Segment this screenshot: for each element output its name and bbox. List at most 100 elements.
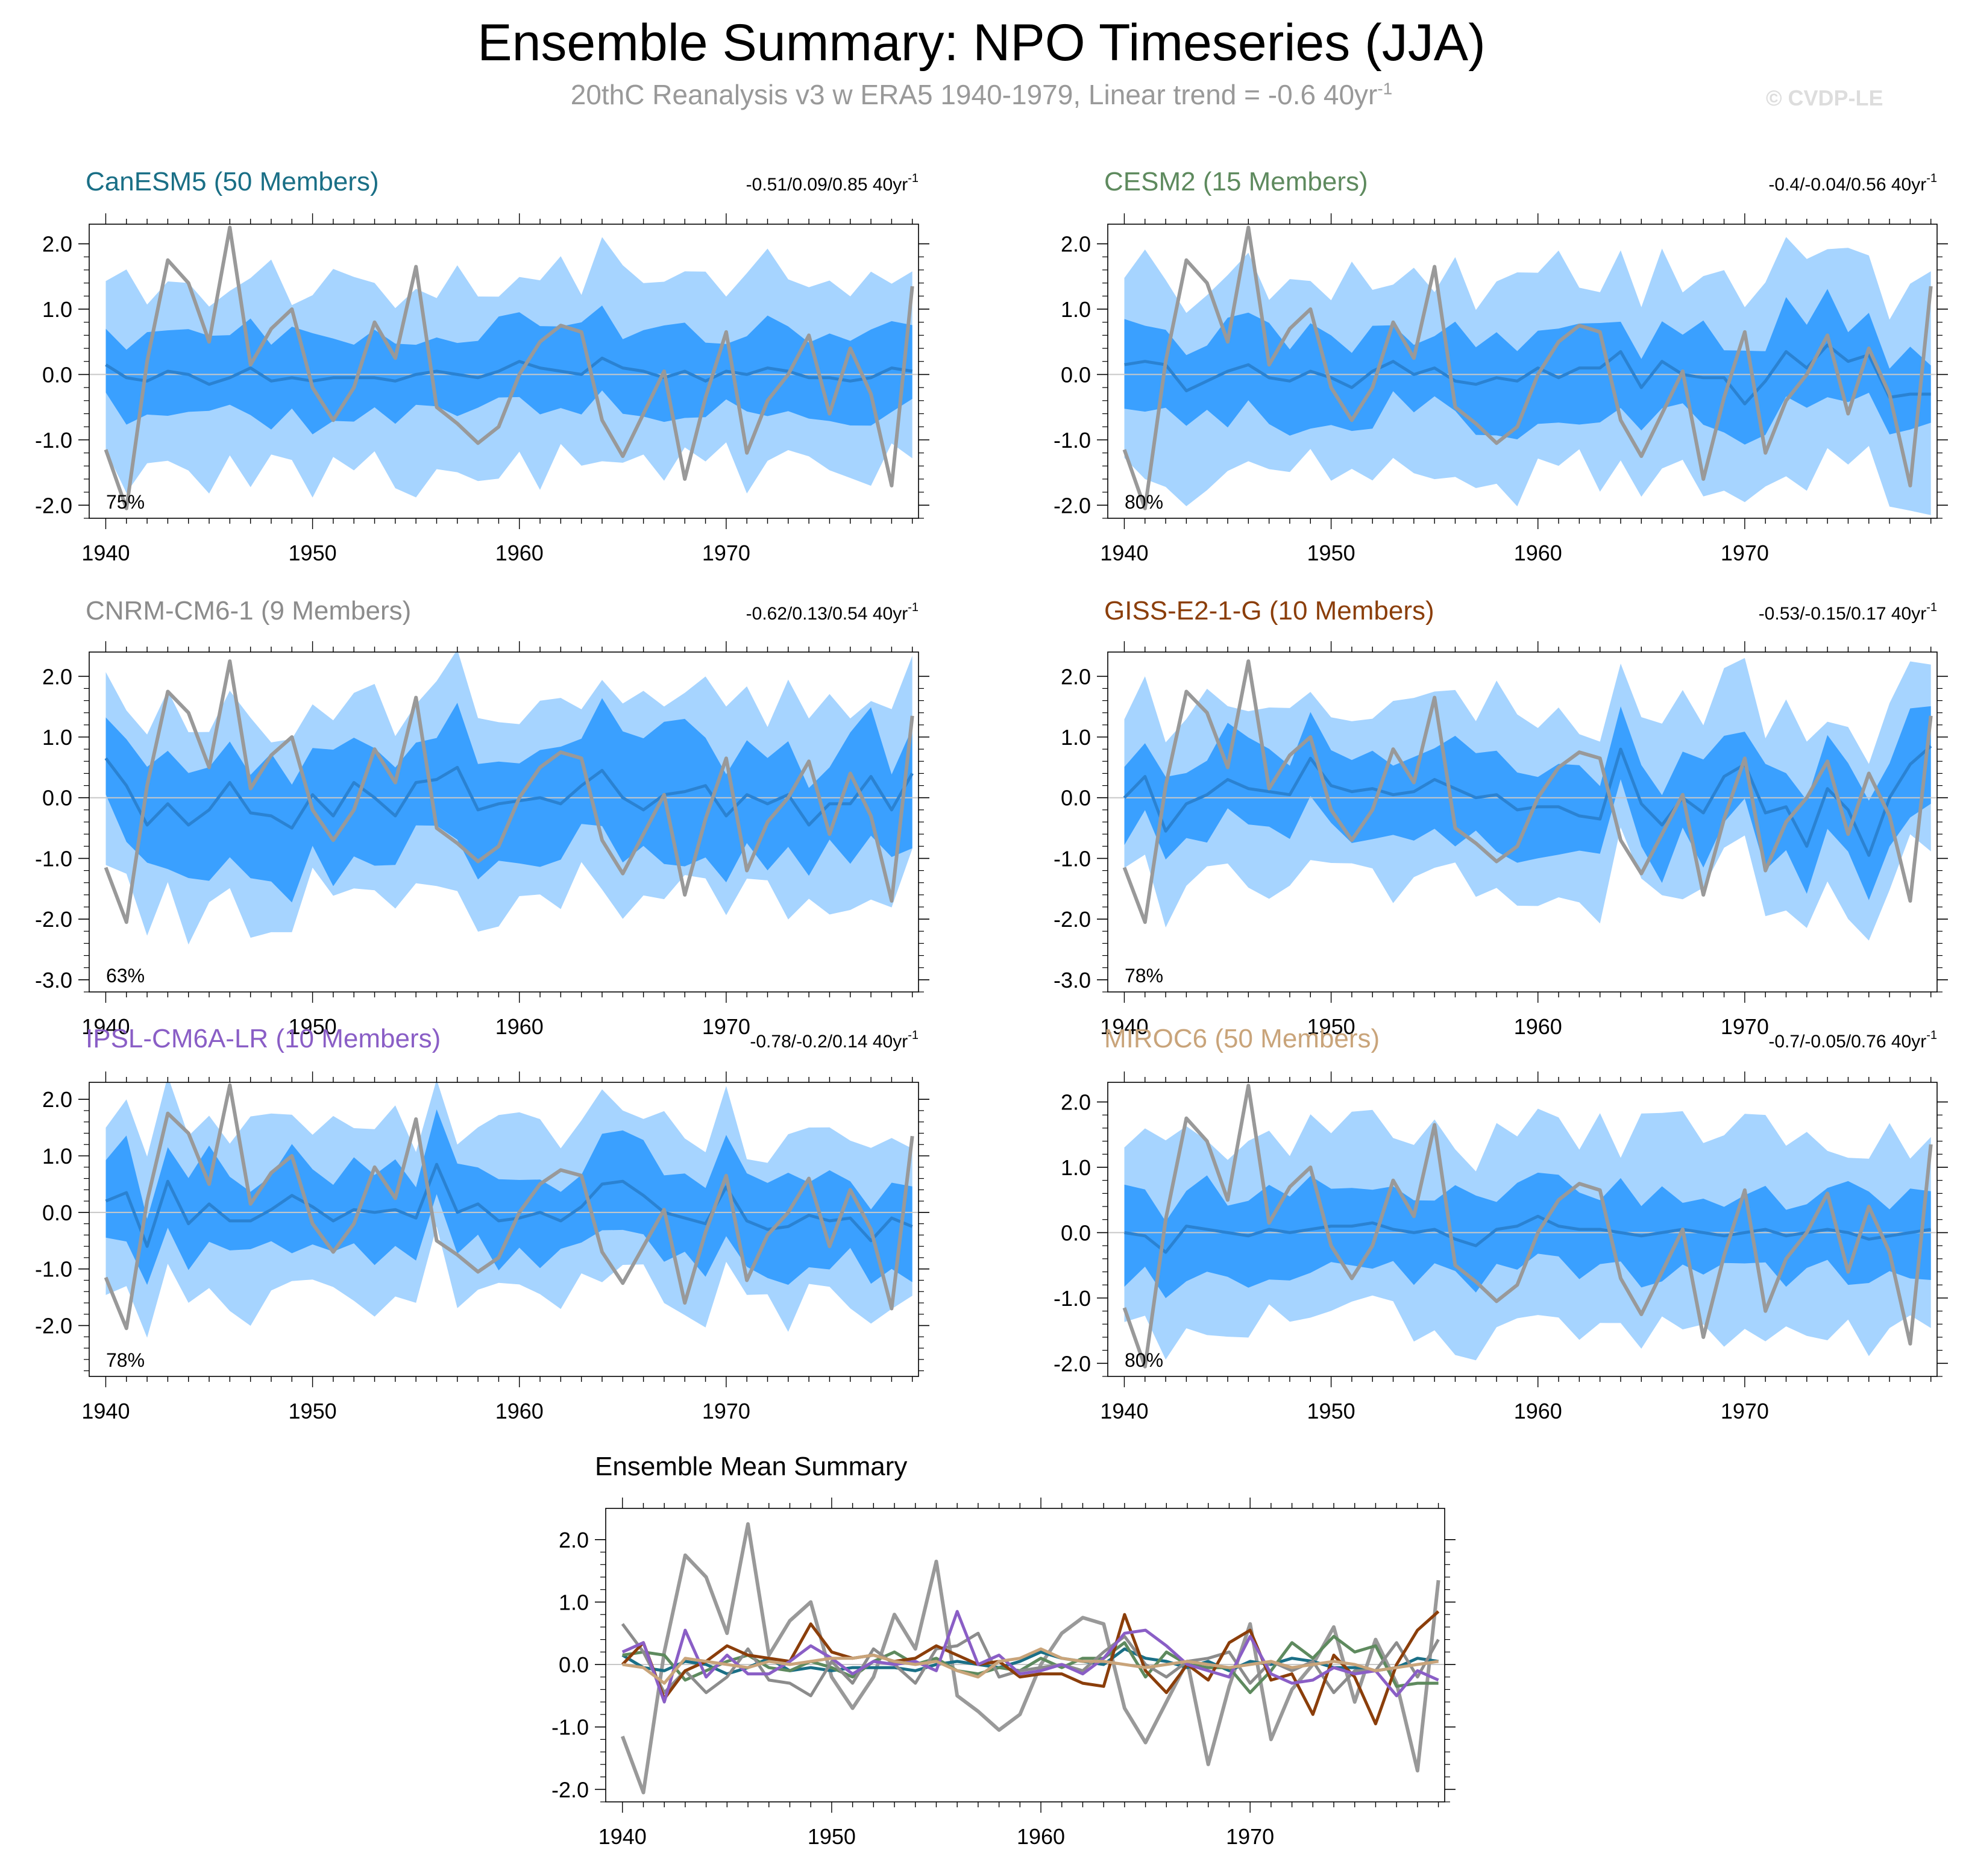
panel-3-trend-value: -0.62/0.13/0.54 40yr [746, 604, 908, 624]
panel-4-ytick-label: -2.0 [1054, 907, 1091, 932]
summary-ytick-label: 1.0 [559, 1590, 589, 1614]
panel-5-observation-line [104, 1083, 914, 1331]
panel-4-xtick-label: 1970 [1721, 1014, 1769, 1039]
panel-3-ytick-label: -1.0 [35, 846, 72, 871]
panel-1: 2.0 1.0 0.0 -1.0 -2.0 1940 1950 1960 1970 CanESM5… [35, 167, 929, 565]
panel-1-ytick-label: -2.0 [35, 493, 72, 518]
panel-3-ytick-label: 2.0 [42, 664, 72, 689]
panel-6-percent-label: 80% [1125, 1349, 1163, 1371]
summary-title: Ensemble Mean Summary [595, 1452, 907, 1481]
panel-2-observation-line [1122, 225, 1933, 510]
panel-4-ytick-label: 1.0 [1061, 725, 1091, 750]
panel-2-trend-sup: -1 [1926, 172, 1937, 185]
panel-1-trend-sup: -1 [908, 172, 919, 185]
panel-6-ytick-label: -1.0 [1054, 1286, 1091, 1311]
panel-4-xtick-label: 1950 [1307, 1014, 1355, 1039]
panel-5-trend-sup: -1 [908, 1029, 919, 1042]
subtitle-sup: -1 [1377, 79, 1393, 98]
summary-series-line-6 [622, 1647, 1439, 1685]
panel-2-ytick-label: 2.0 [1061, 232, 1091, 257]
panel-4-inner-band [1124, 706, 1931, 900]
summary-series-line-2 [622, 1634, 1439, 1695]
panel-1-frame [89, 224, 919, 519]
panel-4-ytick-label: 2.0 [1061, 664, 1091, 689]
summary-xtick-label: 1940 [598, 1824, 647, 1849]
panel-1-xtick-label: 1950 [289, 541, 337, 565]
panel-4-trend-value: -0.53/-0.15/0.17 40yr [1759, 604, 1927, 624]
panel-1-title: CanESM5 (50 Members) [86, 167, 379, 196]
panel-1-xtick-label: 1970 [702, 541, 750, 565]
panel-2-xtick-label: 1940 [1100, 541, 1148, 565]
panel-3-trend: -0.62/0.13/0.54 40yr-1 [746, 601, 919, 624]
subtitle: 20thC Reanalysis v3 w ERA5 1940-1979, Li… [0, 78, 1963, 111]
panel-3-xtick-label: 1940 [81, 1014, 130, 1039]
summary-xtick-label: 1960 [1017, 1824, 1065, 1849]
panel-5-ytick-label: 0.0 [42, 1200, 72, 1225]
panel-5-xtick-label: 1970 [702, 1399, 750, 1423]
panel-4: 2.0 1.0 0.0 -1.0 -2.0 -3.0 1940 1950 1960 1970 GIS… [1054, 596, 1948, 1039]
panel-4-title: GISS-E2-1-G (10 Members) [1104, 596, 1434, 626]
panel-1-plot-area [89, 225, 919, 510]
panel-3-observation-line [104, 659, 914, 924]
panel-1-ytick-label: 0.0 [42, 362, 72, 387]
panel-5-frame [89, 1082, 919, 1377]
panel-1-ytick-label: 1.0 [42, 297, 72, 322]
panel-4-trend-sup: -1 [1926, 601, 1937, 614]
panel-2-xtick-label: 1960 [1514, 541, 1562, 565]
panel-3: 2.0 1.0 0.0 -1.0 -2.0 -3.0 1940 1950 1960 1970 CNR… [35, 596, 929, 1039]
panel-5-ytick-label: 1.0 [42, 1144, 72, 1169]
panel-5-ytick-label: -2.0 [35, 1314, 72, 1338]
panel-2-inner-band [1124, 289, 1931, 445]
panel-2-xtick-label: 1970 [1721, 541, 1769, 565]
panel-5-trend-value: -0.78/-0.2/0.14 40yr [750, 1032, 908, 1052]
summary-xtick-label: 1950 [808, 1824, 856, 1849]
panel-1-ytick-label: 2.0 [42, 232, 72, 257]
panel-3-trend-sup: -1 [908, 601, 919, 614]
panel-5-xtick-label: 1960 [495, 1399, 544, 1423]
panel-1-xtick-label: 1940 [81, 541, 130, 565]
panel-5-inner-band [105, 1109, 912, 1285]
panel-2: 2.0 1.0 0.0 -1.0 -2.0 1940 1950 1960 1970 CESM2 (… [1054, 167, 1948, 565]
summary-ytick-label: 2.0 [559, 1528, 589, 1552]
panel-6-inner-band [1124, 1172, 1931, 1299]
panel-2-ytick-label: 1.0 [1061, 297, 1091, 322]
panel-3-ytick-label: 0.0 [42, 786, 72, 811]
panel-4-plot-area [1108, 657, 1937, 941]
panel-5-ytick-label: -1.0 [35, 1257, 72, 1282]
subtitle-text: 20thC Reanalysis v3 w ERA5 1940-1979, Li… [570, 79, 1378, 110]
panel-6-ytick-label: 2.0 [1061, 1090, 1091, 1115]
panel-5-trend: -0.78/-0.2/0.14 40yr-1 [750, 1029, 919, 1052]
panel-5-ensemble-mean-line [105, 1162, 913, 1248]
panel-2-trend-value: -0.4/-0.04/0.56 40yr [1768, 175, 1926, 195]
panel-2-trend: -0.4/-0.04/0.56 40yr-1 [1768, 172, 1937, 195]
panel-2-frame [1107, 224, 1938, 519]
panel-2-title: CESM2 (15 Members) [1104, 167, 1368, 196]
panel-6-ytick-label: -2.0 [1054, 1351, 1091, 1376]
summary-plot-area [606, 1522, 1445, 1795]
panel-6-xtick-label: 1940 [1100, 1399, 1148, 1423]
panel-3-xtick-label: 1970 [702, 1014, 750, 1039]
summary-ytick-label: -1.0 [551, 1715, 589, 1740]
panel-3-xtick-label: 1960 [495, 1014, 544, 1039]
panel-2-ytick-label: -1.0 [1054, 428, 1091, 453]
panel-1-observation-line [104, 225, 914, 510]
panel-6-xtick-label: 1950 [1307, 1399, 1355, 1423]
panel-2-ytick-label: 0.0 [1061, 362, 1091, 387]
panel-2-ytick-label: -2.0 [1054, 493, 1091, 518]
summary-observation-line [620, 1522, 1440, 1795]
panel-1-percent-label: 75% [106, 491, 145, 513]
summary-ytick-label: 0.0 [559, 1652, 589, 1677]
summary-xtick-label: 1970 [1226, 1824, 1274, 1849]
panel-6-frame [1107, 1082, 1938, 1377]
panel-6-xtick-label: 1960 [1514, 1399, 1562, 1423]
panel-6-trend-sup: -1 [1926, 1029, 1937, 1042]
panel-4-percent-label: 78% [1125, 965, 1163, 987]
panel-1-xtick-label: 1960 [495, 541, 544, 565]
panel-1-ytick-label: -1.0 [35, 428, 72, 453]
main-title: Ensemble Summary: NPO Timeseries (JJA) [477, 14, 1486, 72]
summary-series-line-5 [621, 1610, 1439, 1704]
summary-series-line-4 [621, 1610, 1440, 1725]
panel-4-xtick-label: 1960 [1514, 1014, 1562, 1039]
summary-frame [605, 1508, 1445, 1802]
